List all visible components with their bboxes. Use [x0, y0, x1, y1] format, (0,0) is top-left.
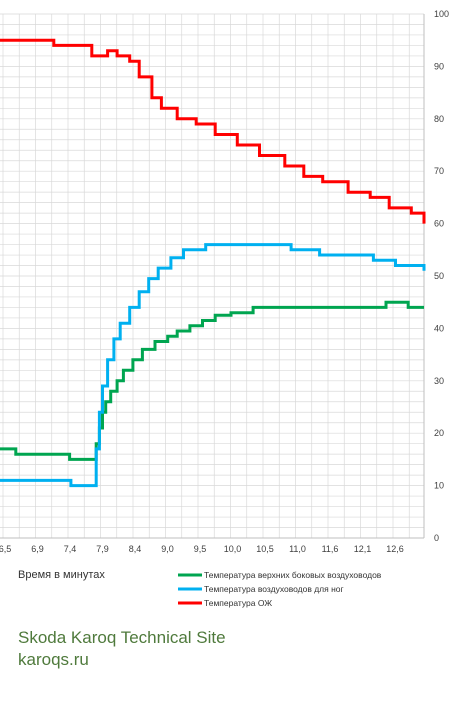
legend-label: Температура воздуховодов для ног: [204, 584, 344, 594]
y-tick-label: 100: [434, 9, 449, 19]
x-tick-label: 11,0: [289, 544, 306, 554]
y-tick-label: 40: [434, 323, 444, 333]
y-tick-label: 60: [434, 219, 444, 229]
x-axis-label: Время в минутах: [18, 569, 105, 581]
y-tick-label: 80: [434, 114, 444, 124]
x-tick-label: 8,4: [129, 544, 142, 554]
y-tick-label: 90: [434, 61, 444, 71]
grid-lines: [0, 13, 425, 539]
x-tick-label: 10,5: [256, 544, 274, 554]
y-tick-label: 50: [434, 271, 444, 281]
x-tick-label: 11,6: [322, 544, 339, 554]
x-tick-label: 9,0: [161, 544, 174, 554]
x-tick-label: 12,6: [386, 544, 404, 554]
x-tick-label: 6,9: [31, 544, 44, 554]
legend: Температура верхних боковых воздуховодов…: [178, 570, 382, 608]
x-tick-label: 10,0: [224, 544, 242, 554]
x-tick-label: 12,1: [354, 544, 372, 554]
y-tick-label: 0: [434, 533, 439, 543]
legend-label: Температура ОЖ: [204, 598, 272, 608]
series-group: [0, 38, 426, 488]
y-axis: 0 10 20 30 40 50 60 70 80 90 100: [434, 9, 449, 543]
y-tick-label: 70: [434, 166, 444, 176]
x-tick-label: 7,9: [96, 544, 109, 554]
y-tick-label: 30: [434, 376, 444, 386]
legend-label: Температура верхних боковых воздуховодов: [204, 570, 382, 580]
x-tick-label: 7,4: [64, 544, 77, 554]
site-url: karoqs.ru: [18, 650, 89, 669]
x-tick-label: 6,5: [0, 544, 11, 554]
x-axis: 6,5 6,9 7,4 7,9 8,4 9,0 9,5 10,0 10,5 11,0 11,6 12,…: [0, 544, 404, 554]
y-tick-label: 10: [434, 481, 444, 491]
series-line-2: [0, 243, 426, 488]
site-name: Skoda Karoq Technical Site: [18, 628, 226, 647]
x-tick-label: 9,5: [194, 544, 207, 554]
series-line-3: [0, 38, 426, 224]
y-tick-label: 20: [434, 428, 444, 438]
